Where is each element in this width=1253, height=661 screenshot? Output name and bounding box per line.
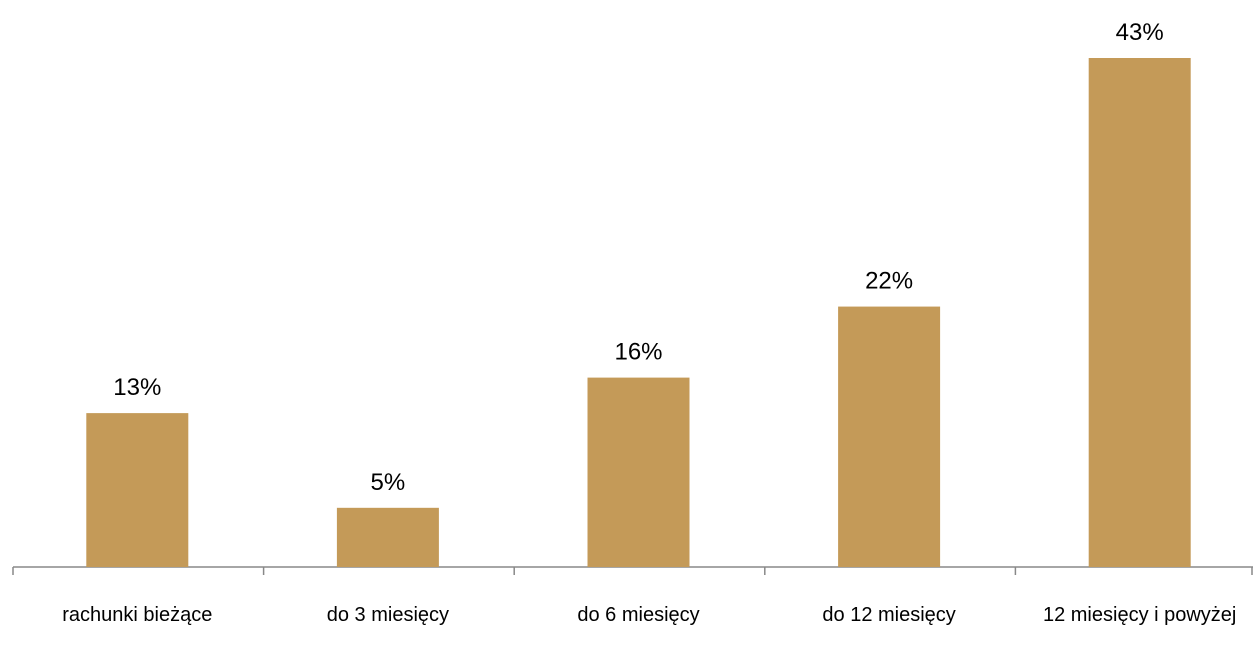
value-label: 13%: [113, 374, 161, 401]
value-label: 43%: [1116, 19, 1164, 46]
value-label: 16%: [614, 339, 662, 366]
bar: [1088, 58, 1191, 567]
x-tick-label: 12 miesięcy i powyżej: [1042, 604, 1237, 626]
bar: [838, 306, 941, 567]
x-tick-label: do 3 miesięcy: [326, 604, 450, 626]
x-tick-label: do 12 miesięcy: [822, 604, 956, 626]
bar: [587, 377, 690, 567]
value-label: 5%: [371, 469, 406, 496]
value-label: 22%: [865, 268, 913, 295]
bar: [336, 507, 439, 567]
bar: [86, 413, 189, 567]
x-tick-label: rachunki bieżące: [62, 604, 213, 626]
x-tick-label: do 6 miesięcy: [577, 604, 700, 626]
